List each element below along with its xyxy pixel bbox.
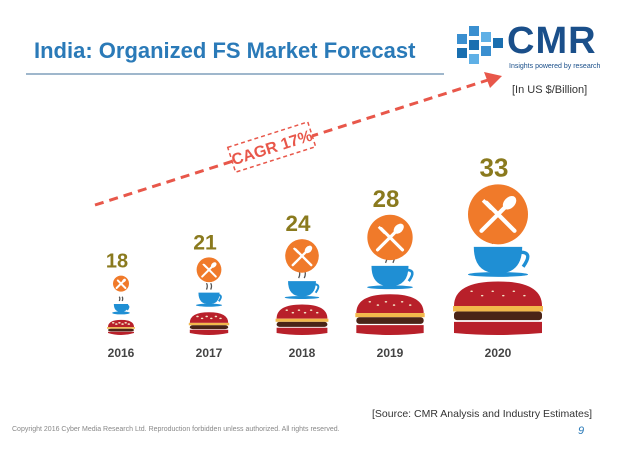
value-label: 33 [480,152,509,182]
bar-2020 [453,184,543,335]
bar-2016 [107,275,135,335]
source-note: [Source: CMR Analysis and Industry Estim… [372,408,593,420]
category-label: 2018 [289,346,316,360]
value-label: 28 [373,186,400,213]
bar-2019 [355,214,425,335]
category-label: 2019 [377,346,404,360]
copyright-footer: Copyright 2016 Cyber Media Research Ltd.… [12,426,340,433]
category-label: 2017 [196,346,223,360]
unit-note: [In US $/Billion] [512,84,588,96]
page-title: India: Organized FS Market Forecast [34,38,416,63]
cagr-annotation: CAGR 17% [226,120,317,174]
title-divider [26,73,444,75]
bar-2018 [275,239,329,335]
category-label: 2016 [108,346,135,360]
value-label: 18 [106,251,128,273]
category-label: 2020 [485,346,512,360]
cmr-logo-icon [457,26,503,64]
cagr-trend-line [94,78,489,207]
trend-arrowhead [484,72,502,88]
logo-wordmark: CMR [507,20,597,62]
logo-tagline: Insights powered by research [509,63,601,70]
value-label: 21 [193,231,217,254]
value-label: 24 [286,211,311,236]
bar-2017 [188,257,230,335]
page-number: 9 [578,425,585,437]
